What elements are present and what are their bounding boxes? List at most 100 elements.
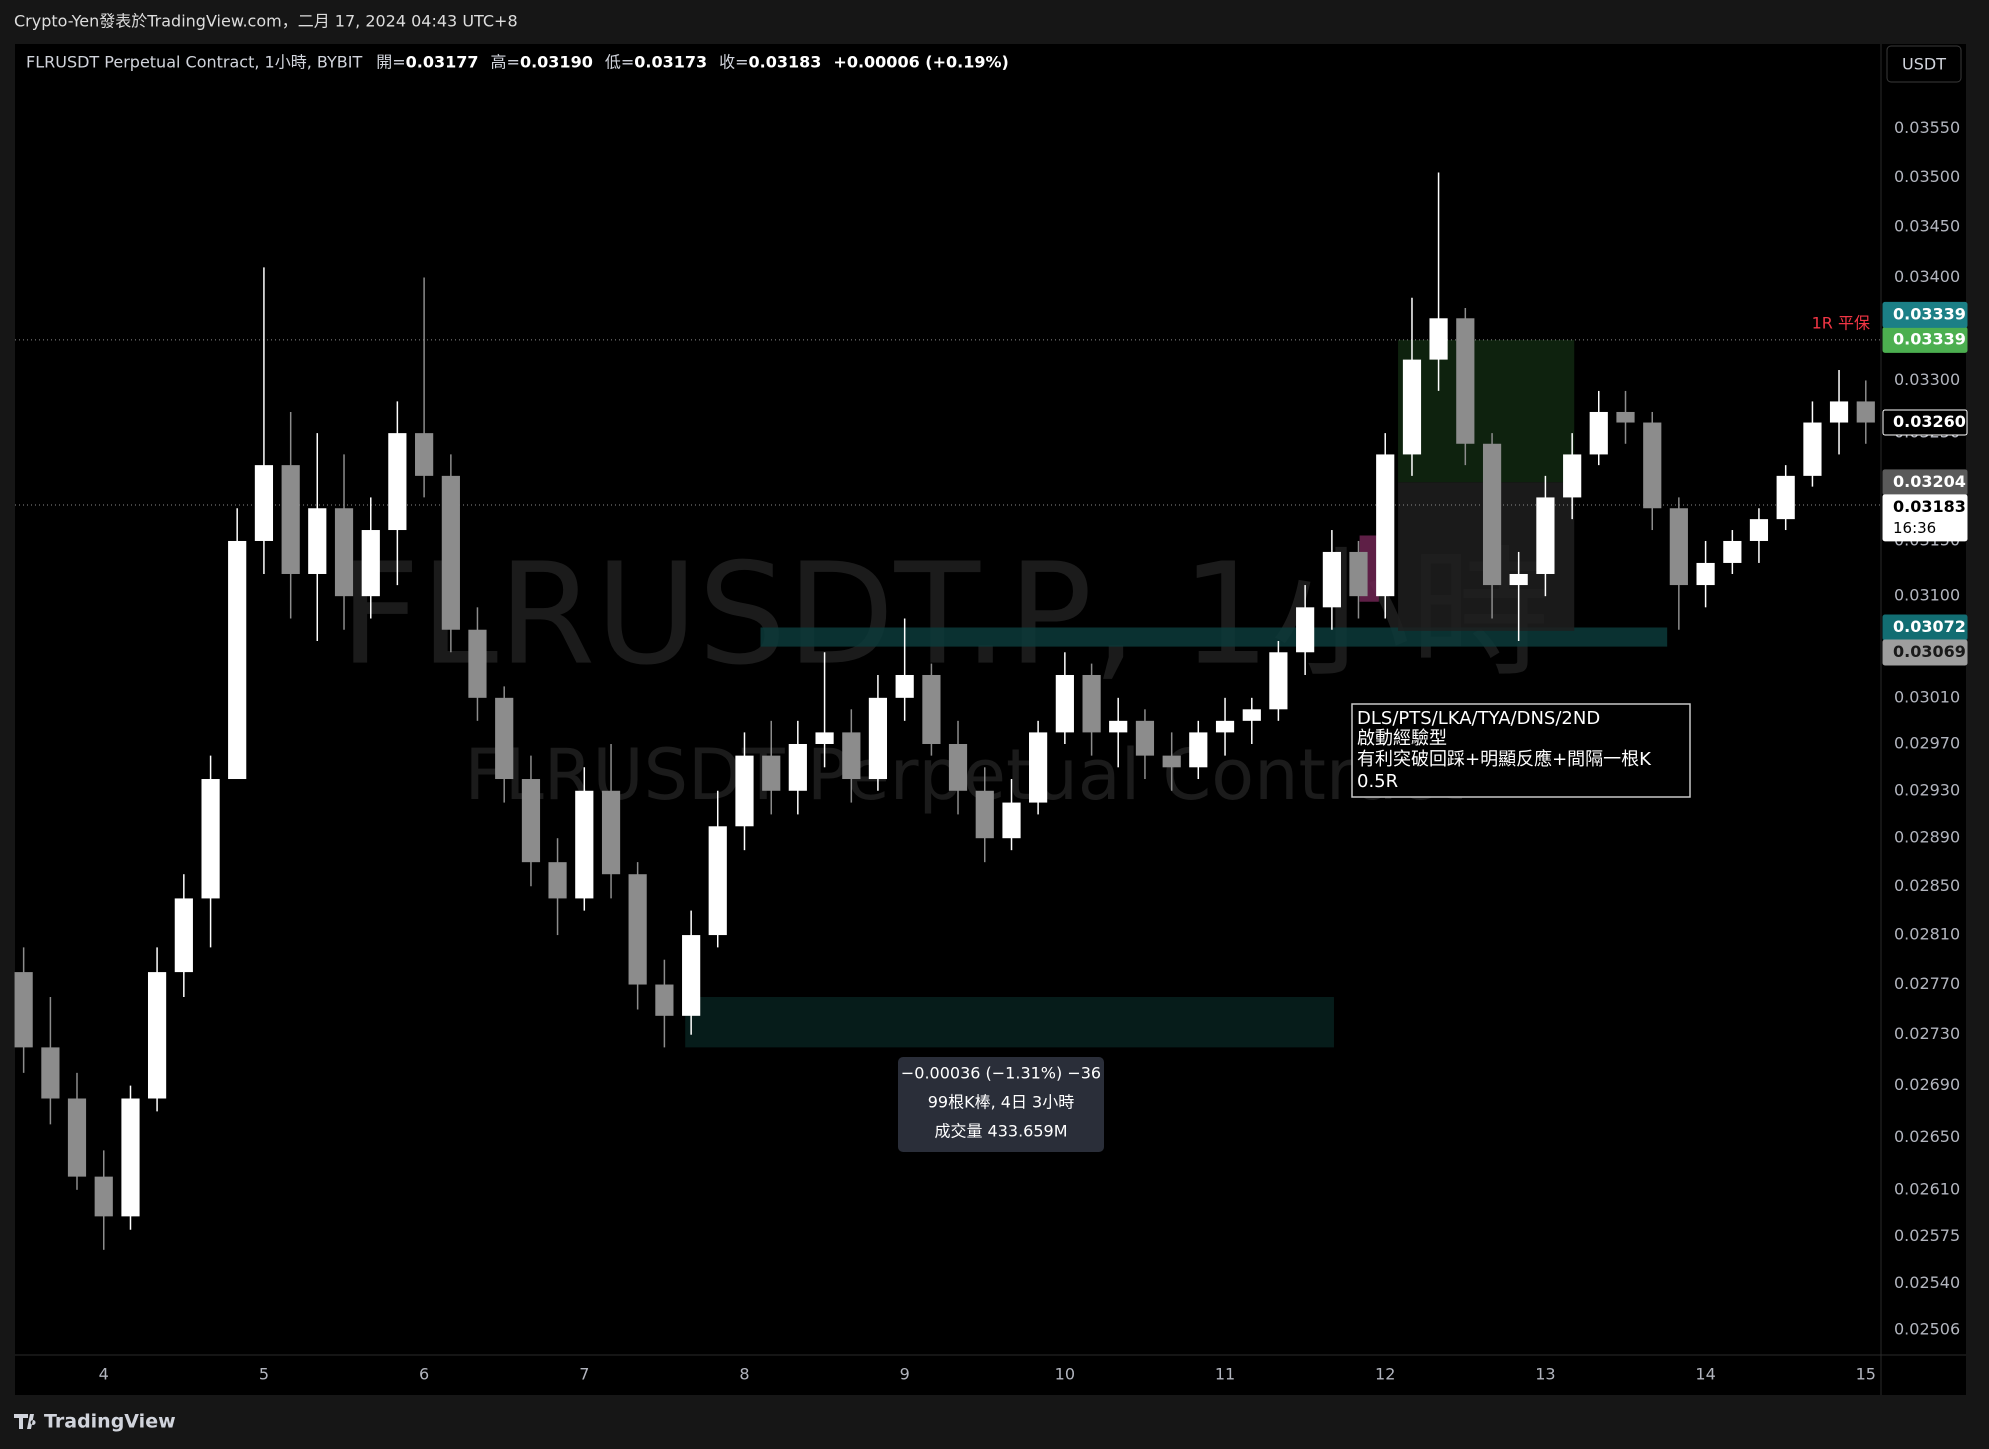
measure-line: −0.00036 (−1.31%) −36	[901, 1064, 1101, 1083]
measure-line: 99根K棒, 4日 3小時	[928, 1093, 1074, 1112]
price-label: 0.03069	[1893, 642, 1966, 661]
candle-body	[1215, 720, 1235, 733]
x-tick-label: 8	[739, 1365, 749, 1384]
candle-body	[788, 743, 807, 791]
candle-body	[1482, 443, 1502, 586]
candle-body	[1296, 607, 1315, 653]
currency-button[interactable]: USDT	[1886, 45, 1962, 83]
candle-body	[1189, 732, 1208, 768]
risk-note: 1R 平保	[1812, 314, 1870, 333]
candle-body	[548, 862, 567, 899]
candle-body	[682, 935, 701, 1016]
legend-value: 0.03173	[634, 53, 707, 72]
candle-body	[468, 629, 487, 698]
y-tick-label: 0.02506	[1894, 1320, 1960, 1339]
x-tick-label: 12	[1375, 1365, 1395, 1384]
candle-body	[147, 972, 167, 1099]
candle-body	[41, 1047, 60, 1099]
candle-body	[868, 697, 888, 780]
candle-body	[948, 743, 968, 791]
candle-body	[1109, 720, 1128, 733]
candle-body	[1456, 318, 1475, 444]
candle-body	[1509, 573, 1528, 586]
candle-body	[254, 465, 274, 541]
candle-body	[1162, 755, 1181, 768]
x-tick-label: 5	[259, 1365, 269, 1384]
candle-body	[1696, 562, 1715, 586]
price-axis	[1881, 44, 1966, 1395]
setup-line: DLS/PTS/LKA/TYA/DNS/2ND	[1357, 708, 1600, 729]
candle-body	[1776, 475, 1795, 520]
candle-body	[1322, 551, 1341, 608]
currency-button-bg[interactable]	[1886, 45, 1962, 83]
y-tick-label: 0.03450	[1894, 217, 1960, 236]
candle-body	[1402, 359, 1422, 455]
candle-body	[922, 674, 941, 744]
y-tick-label: 0.03010	[1894, 687, 1960, 706]
candle-body	[762, 755, 781, 791]
candle-body	[1269, 652, 1288, 710]
candle-body	[495, 697, 514, 780]
candle-body	[308, 508, 327, 574]
candle-body	[1029, 732, 1048, 803]
logo-text[interactable]: TradingView	[44, 1411, 176, 1433]
price-label: 0.03072	[1893, 617, 1966, 636]
candle-body	[1135, 720, 1155, 756]
candle-body	[1349, 551, 1368, 597]
setup-line: 啟動經驗型	[1357, 728, 1447, 749]
price-label-time: 16:36	[1893, 519, 1936, 537]
price-label-bg	[1882, 494, 1968, 542]
legend-label: 開=	[376, 53, 405, 72]
price-label: 0.03339	[1893, 329, 1966, 348]
candle-body	[361, 530, 380, 597]
candle-body	[1803, 422, 1822, 476]
price-label: 0.03260	[1893, 412, 1966, 431]
y-tick-label: 0.03400	[1894, 267, 1960, 286]
legend: FLRUSDT Perpetual Contract, 1小時, BYBIT 開…	[26, 53, 1009, 72]
legend-label: 收=	[719, 53, 748, 72]
y-tick-label: 0.02810	[1894, 925, 1960, 944]
candle-body	[415, 433, 434, 476]
price-label-bg	[1882, 301, 1968, 328]
setup-note: DLS/PTS/LKA/TYA/DNS/2ND 啟動經驗型 有利突破回踩+明顯反…	[1351, 703, 1691, 798]
y-tick-label: 0.02730	[1894, 1024, 1960, 1043]
candle-body	[1082, 674, 1101, 733]
footer-logo[interactable]: TradingView	[14, 1411, 176, 1433]
candle-body	[388, 433, 407, 531]
candle-body	[895, 674, 914, 698]
legend-value: 0.03190	[520, 53, 593, 72]
x-tick-label: 6	[419, 1365, 429, 1384]
zone	[685, 997, 1334, 1048]
axis-labels: 0.03550 0.03500 0.03450 0.03400 0.03300 0.032…	[99, 118, 1968, 1384]
y-tick-label: 0.02770	[1894, 974, 1960, 993]
logo-icon[interactable]	[14, 1414, 36, 1429]
candle-body	[735, 755, 754, 827]
y-tick-label: 0.02540	[1894, 1273, 1960, 1292]
x-tick-label: 13	[1535, 1365, 1555, 1384]
price-label: 0.03204	[1893, 472, 1966, 491]
candle-body	[628, 874, 647, 985]
candle-body	[121, 1098, 140, 1217]
legend-change: +0.00006 (+0.19%)	[833, 53, 1008, 72]
candle-body	[1829, 401, 1849, 423]
measure-box	[898, 1057, 1104, 1152]
legend-symbol: FLRUSDT Perpetual Contract, 1小時, BYBIT	[26, 53, 362, 72]
setup-line: 有利突破回踩+明顯反應+間隔一根K	[1357, 748, 1652, 770]
candle-body	[575, 790, 594, 899]
candle-body	[1536, 497, 1555, 574]
legend-value: 0.03183	[749, 53, 822, 72]
candle-body	[1002, 802, 1021, 839]
y-tick-label: 0.02930	[1894, 780, 1960, 799]
setup-box	[1351, 703, 1691, 798]
header: Crypto-Yen發表於TradingView.com，二月 17, 2024…	[14, 12, 518, 31]
currency-button-label[interactable]: USDT	[1902, 55, 1946, 74]
x-tick-label: 7	[579, 1365, 589, 1384]
y-tick-label: 0.03500	[1894, 167, 1960, 186]
candle-body	[1749, 519, 1769, 541]
y-tick-label: 0.03550	[1894, 118, 1960, 137]
setup-line: 0.5R	[1357, 771, 1398, 792]
candle-body	[281, 465, 300, 574]
candle-body	[1856, 401, 1875, 423]
y-tick-label: 0.02650	[1894, 1127, 1960, 1146]
